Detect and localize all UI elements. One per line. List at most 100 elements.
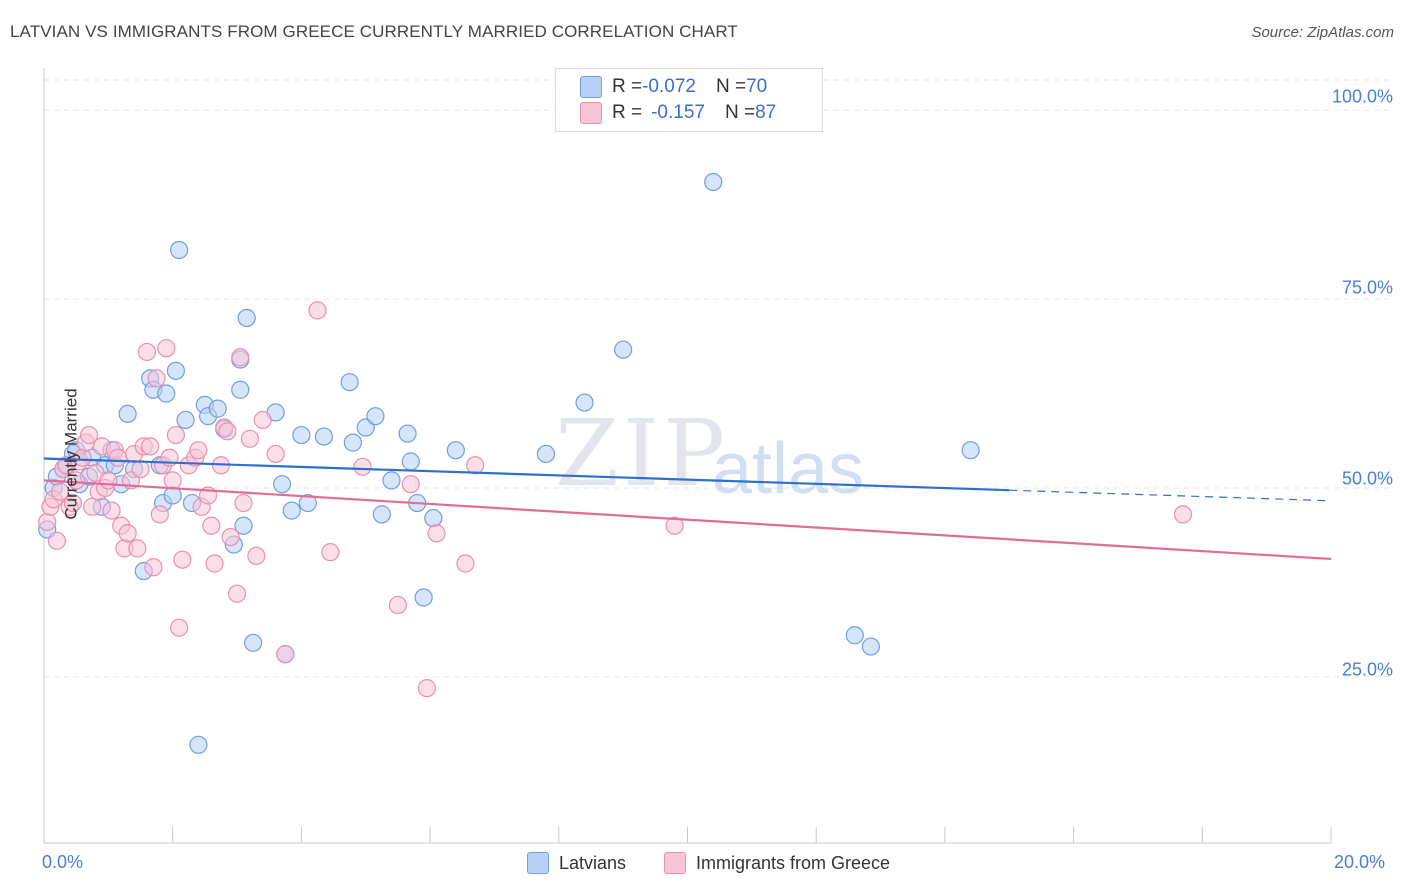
watermark-atlas: atlas — [712, 429, 865, 509]
greece-point — [173, 550, 192, 569]
greece-point — [157, 339, 176, 358]
latvian-point — [704, 172, 723, 192]
greece-point — [218, 422, 237, 441]
latvian-point — [372, 505, 391, 524]
latvian-trend-line — [43, 457, 1010, 492]
latvian-point — [343, 433, 362, 452]
legend-row-greece: R = -0.157 N = 87 — [580, 101, 777, 125]
greece-point — [102, 501, 121, 520]
latvian-point — [282, 501, 301, 520]
latvian-point — [575, 393, 594, 412]
greece-point — [170, 618, 189, 637]
chart-title: LATVIAN VS IMMIGRANTS FROM GREECE CURREN… — [10, 22, 738, 41]
latvian-point — [166, 361, 186, 380]
greece-point — [163, 471, 182, 490]
r-label: R = — [612, 102, 643, 123]
greece-point — [221, 527, 240, 547]
greece-point — [189, 441, 208, 460]
greece-point — [253, 410, 272, 430]
greece-point — [118, 524, 137, 543]
greece-point — [147, 369, 166, 388]
latvian-point — [314, 427, 334, 446]
latvian-point — [244, 633, 263, 652]
latvian-point — [340, 373, 359, 392]
latvian-point — [189, 735, 208, 754]
greece-point — [466, 456, 485, 475]
greece-point — [137, 342, 157, 362]
y-tick-label-25: 25.0% — [1341, 659, 1393, 680]
legend-label: Immigrants from Greece — [696, 852, 891, 873]
greece-point — [150, 505, 169, 524]
n-label: N = — [724, 102, 756, 123]
latvian-trend-extension — [1009, 489, 1332, 502]
y-axis-label: Currently Married — [61, 388, 81, 520]
greece-point — [83, 497, 102, 516]
greece-point — [141, 437, 160, 456]
n-label: N = — [715, 76, 747, 97]
latvian-point — [614, 340, 633, 359]
greece-point — [67, 471, 86, 490]
greece-point — [144, 558, 163, 577]
greece-point — [234, 493, 253, 513]
pink-swatch-icon — [580, 102, 602, 124]
legend-item-greece: Immigrants from Greece — [664, 852, 890, 874]
r-value: -0.157 — [651, 102, 705, 123]
greece-point — [63, 493, 83, 513]
latvian-point — [170, 240, 189, 260]
latvian-point — [424, 509, 443, 528]
greece-point — [321, 543, 340, 562]
latvian-point — [961, 441, 980, 460]
pink-swatch-icon — [664, 852, 686, 874]
latvian-point — [231, 380, 250, 399]
latvian-point — [398, 424, 417, 443]
latvian-point — [861, 637, 880, 656]
greece-point — [240, 429, 260, 448]
latvian-point — [298, 493, 317, 513]
greece-point — [47, 531, 66, 550]
greece-point — [166, 425, 186, 445]
latvian-point — [382, 471, 401, 490]
y-tick-label-50: 50.0% — [1341, 468, 1393, 489]
greece-point — [231, 348, 250, 367]
greece-point — [202, 516, 221, 535]
latvian-point — [292, 425, 311, 445]
greece-point — [427, 524, 446, 543]
latvian-point — [157, 384, 176, 403]
legend-row-latvians: R = -0.072 N = 70 — [580, 75, 768, 99]
greece-point — [227, 584, 247, 603]
latvian-point — [446, 441, 465, 460]
greece-point — [353, 457, 372, 476]
blue-swatch-icon — [580, 76, 602, 98]
greece-point — [308, 301, 327, 320]
latvian-point — [237, 308, 256, 328]
latvian-point — [414, 588, 433, 607]
greece-point — [388, 595, 408, 615]
latvian-point — [118, 404, 137, 424]
greece-point — [276, 645, 295, 664]
latvian-point — [176, 410, 195, 430]
greece-point — [108, 448, 128, 467]
greece-point — [79, 425, 99, 445]
greece-trend-line — [43, 479, 1332, 561]
greece-point — [128, 539, 147, 558]
greece-point — [50, 482, 70, 501]
y-tick-label-100: 100.0% — [1331, 86, 1393, 107]
greece-point — [38, 512, 57, 532]
greece-point — [266, 444, 285, 464]
latvian-point — [272, 475, 292, 494]
greece-point — [131, 459, 150, 479]
greece-point — [205, 554, 224, 573]
greece-point — [401, 475, 420, 494]
watermark-zip: ZIP — [555, 400, 730, 507]
correlation-legend: R = -0.072 N = 70 R = -0.157 N = 87 — [555, 68, 823, 132]
n-value: 70 — [746, 76, 768, 97]
latvian-point — [234, 516, 253, 535]
latvian-point — [208, 399, 227, 418]
n-value: 87 — [755, 102, 777, 123]
r-value: -0.072 — [642, 76, 696, 97]
latvian-point — [366, 407, 385, 426]
latvian-point — [845, 626, 864, 645]
chart-source: Source: ZipAtlas.com — [1251, 24, 1394, 41]
legend-item-latvians: Latvians — [527, 852, 626, 874]
